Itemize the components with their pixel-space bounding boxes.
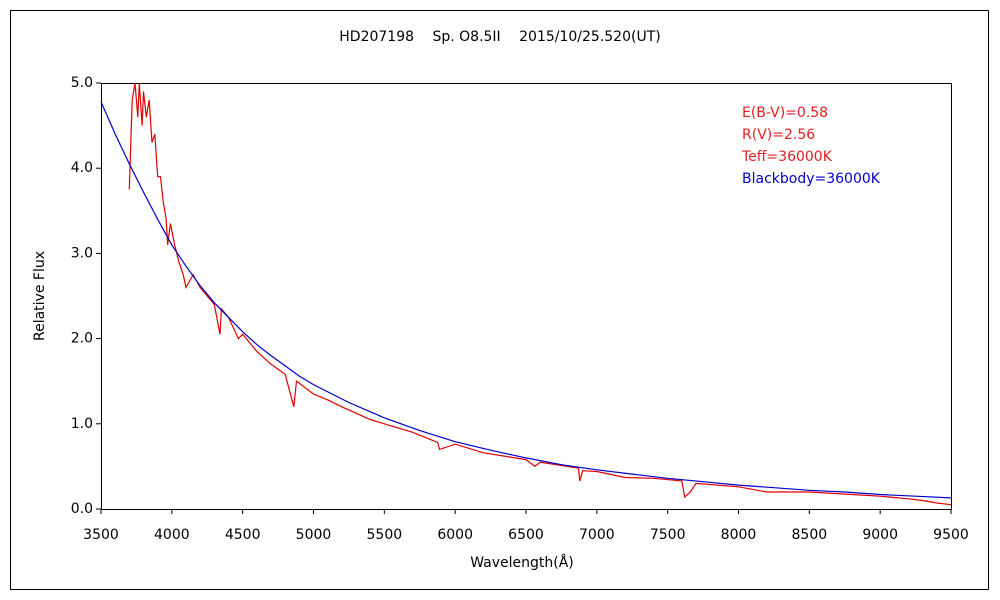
x-tick-label: 7500 — [650, 527, 686, 543]
y-tick-label: 3.0 — [71, 245, 93, 261]
plot-area — [101, 83, 952, 510]
legend-label: Blackbody=36000K — [742, 171, 881, 187]
x-tick-label: 8500 — [792, 527, 828, 543]
y-tick-label: 5.0 — [71, 75, 93, 91]
series-line — [100, 101, 952, 499]
x-tick-label: 6500 — [508, 527, 544, 543]
y-tick-label: 2.0 — [71, 331, 93, 347]
x-tick-label: 9000 — [862, 527, 898, 543]
annotation: E(B-V)=0.58 — [742, 105, 828, 121]
x-axis-label: Wavelength(Å) — [470, 554, 574, 571]
y-tick-label: 1.0 — [71, 416, 93, 432]
annotation: Teff=36000K — [741, 149, 833, 165]
x-tick-label: 9500 — [933, 527, 969, 543]
x-tick-label: 8000 — [721, 527, 757, 543]
x-tick-label: 5500 — [367, 527, 403, 543]
y-axis-label: Relative Flux — [32, 251, 48, 341]
x-tick-label: 5000 — [296, 527, 332, 543]
annotation: R(V)=2.56 — [742, 127, 815, 143]
x-tick-label: 4500 — [225, 527, 261, 543]
y-tick-label: 4.0 — [71, 160, 93, 176]
y-tick-label: 0.0 — [71, 501, 93, 517]
x-tick-label: 4000 — [154, 527, 190, 543]
x-tick-label: 6000 — [437, 527, 473, 543]
series-line — [128, 82, 952, 506]
x-tick-label: 7000 — [579, 527, 615, 543]
x-tick-label: 3500 — [83, 527, 119, 543]
chart-title: HD207198 Sp. O8.5II 2015/10/25.520(UT) — [339, 29, 660, 45]
